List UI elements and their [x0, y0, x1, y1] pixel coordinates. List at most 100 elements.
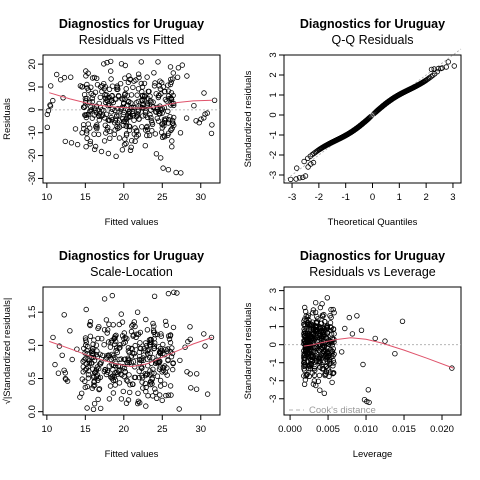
data-point: [359, 328, 364, 333]
y-tick-label: 0: [268, 342, 279, 347]
data-point: [129, 93, 134, 98]
data-point: [131, 85, 136, 90]
data-point: [400, 319, 405, 324]
data-point: [73, 127, 78, 132]
data-point: [75, 142, 80, 147]
data-point: [171, 71, 176, 76]
data-point: [178, 131, 183, 136]
data-point: [124, 87, 129, 92]
data-point: [110, 293, 115, 298]
y-tick-label: 3: [268, 288, 279, 293]
data-point: [126, 349, 131, 354]
y-tick-label: 1: [268, 92, 279, 97]
data-point: [452, 64, 457, 69]
data-point: [203, 344, 208, 349]
data-point: [108, 384, 113, 389]
data-point: [102, 297, 107, 302]
data-point: [113, 383, 118, 388]
data-point: [140, 125, 145, 130]
data-point: [90, 99, 95, 104]
data-point: [350, 332, 355, 337]
data-point: [88, 334, 93, 339]
y-tick-label: 2: [268, 306, 279, 311]
data-point: [96, 326, 101, 331]
data-point: [120, 148, 125, 153]
x-tick-label: 3: [450, 192, 455, 203]
x-tick-label: 0.000: [278, 424, 302, 435]
y-tick-label: 0.5: [27, 372, 38, 385]
data-point: [86, 122, 91, 127]
x-tick-label: 0.020: [430, 424, 454, 435]
data-point: [202, 91, 207, 96]
y-tick-label: -2: [268, 151, 279, 159]
data-point: [343, 326, 348, 331]
data-point: [133, 139, 138, 144]
data-point: [194, 372, 199, 377]
data-point: [175, 291, 180, 296]
data-point: [129, 145, 134, 150]
data-point: [85, 406, 90, 411]
data-point: [102, 139, 107, 144]
y-tick-label: 1.5: [27, 306, 38, 319]
data-point: [98, 406, 103, 411]
x-tick-label: 15: [80, 424, 91, 435]
data-point: [161, 342, 166, 347]
data-point: [107, 397, 112, 402]
data-point: [393, 351, 398, 356]
x-tick-label: 0.015: [392, 424, 416, 435]
data-point: [62, 313, 67, 318]
data-point: [98, 95, 103, 100]
data-point: [152, 84, 157, 89]
panel-title: Diagnostics for Uruguay: [300, 249, 445, 263]
panel-title: Diagnostics for Uruguay: [59, 249, 204, 263]
y-tick-label: 2: [268, 72, 279, 77]
y-axis-label: Standardized residuals: [243, 70, 254, 167]
data-point: [104, 318, 109, 323]
data-point: [156, 119, 161, 124]
data-point: [303, 174, 308, 179]
data-point: [62, 75, 67, 80]
data-point: [212, 98, 217, 103]
data-point: [99, 149, 104, 154]
data-point: [119, 397, 124, 402]
y-axis-label: √|Standardized residuals|: [2, 298, 13, 405]
panel-3: Diagnostics for UruguayScale-Location10 1…: [2, 249, 220, 460]
data-point: [189, 386, 194, 391]
y-tick-label: -2: [268, 377, 279, 385]
y-tick-label: -1: [268, 358, 279, 366]
data-point: [80, 131, 85, 136]
x-tick-label: 2: [423, 192, 428, 203]
data-point: [112, 132, 117, 137]
x-tick-label: 25: [157, 424, 168, 435]
data-point: [154, 152, 159, 157]
data-point: [180, 63, 185, 68]
data-point: [178, 358, 183, 363]
data-point: [92, 401, 97, 406]
x-tick-label: 0.005: [316, 424, 340, 435]
data-point: [78, 395, 83, 400]
data-point: [332, 310, 337, 315]
data-point: [83, 104, 88, 109]
y-tick-label: 0: [27, 107, 38, 112]
data-point: [172, 290, 177, 295]
data-point: [56, 371, 61, 376]
x-axis-label: Theoretical Quantiles: [328, 217, 418, 228]
data-point: [171, 325, 176, 330]
panel-4: Diagnostics for Uruguay Residuals vs Leve…: [243, 249, 461, 460]
data-point: [158, 156, 163, 161]
data-point: [150, 394, 155, 399]
data-point: [124, 141, 129, 146]
data-point: [145, 328, 150, 333]
data-point: [311, 160, 316, 165]
data-point: [202, 332, 207, 337]
data-point: [51, 98, 56, 103]
data-point: [177, 407, 182, 412]
y-tick-label: -3: [268, 171, 279, 179]
y-tick-label: 1: [268, 324, 279, 329]
y-tick-label: -1: [268, 131, 279, 139]
data-point: [156, 60, 161, 65]
y-tick-label: 3: [268, 52, 279, 57]
data-point: [330, 380, 335, 385]
data-point: [144, 317, 149, 322]
data-point: [209, 131, 214, 136]
